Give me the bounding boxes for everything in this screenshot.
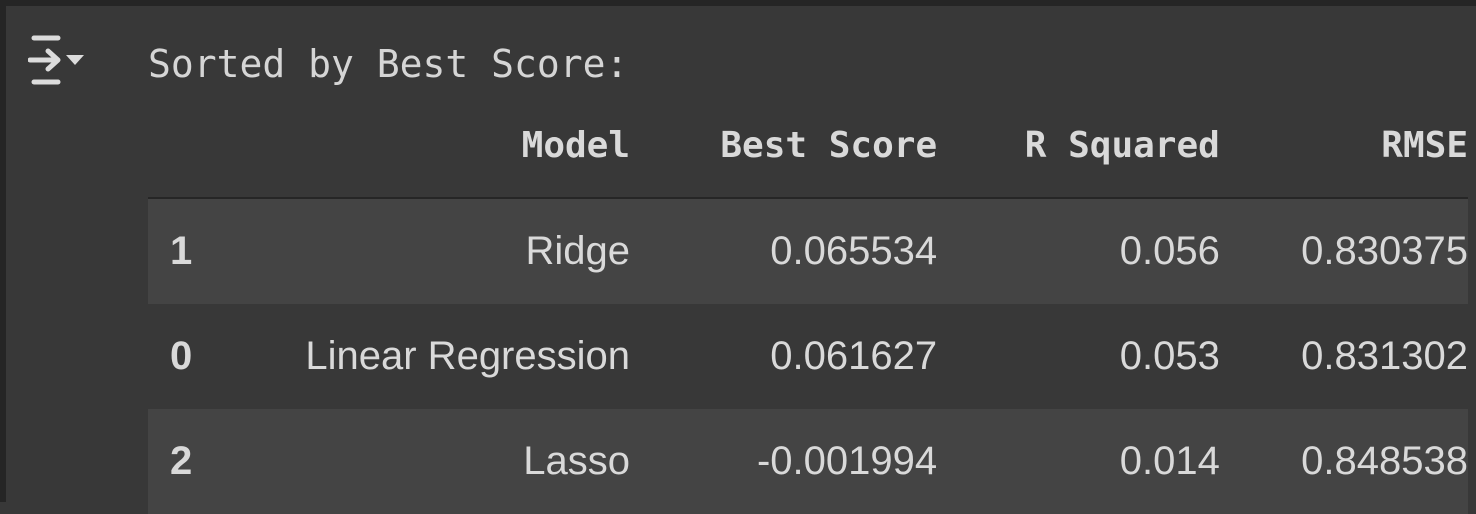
cell-rmse: 0.848538 [1219,409,1468,514]
cell-best-score: 0.065534 [630,198,938,304]
cell-r-squared: 0.053 [937,304,1220,409]
cell-best-score: 0.061627 [630,304,938,409]
table-row: 2 Lasso -0.001994 0.014 0.848538 [148,409,1468,514]
column-header-best-score: Best Score [630,94,938,199]
column-header-index [148,94,240,199]
cell-rmse: 0.830375 [1219,198,1468,304]
output-heading: Sorted by Best Score: [148,42,629,86]
cell-model: Ridge [239,198,631,304]
column-header-r-squared: R Squared [937,94,1220,199]
cell-r-squared: 0.056 [937,198,1220,304]
cell-r-squared: 0.014 [937,409,1220,514]
cell-best-score: -0.001994 [630,409,938,514]
output-collapse-icon[interactable] [28,32,100,92]
cell-model: Linear Regression [239,304,631,409]
column-header-model: Model [239,94,631,199]
cell-model: Lasso [239,409,631,514]
table-header-row: Model Best Score R Squared RMSE [148,94,1468,199]
column-header-rmse: RMSE [1219,94,1468,199]
row-index: 1 [148,198,240,304]
table-row: 1 Ridge 0.065534 0.056 0.830375 [148,198,1468,304]
results-table: Model Best Score R Squared RMSE 1 Ridge … [148,94,1468,514]
row-index: 2 [148,409,240,514]
table-row: 0 Linear Regression 0.061627 0.053 0.831… [148,304,1468,409]
cell-rmse: 0.831302 [1219,304,1468,409]
row-index: 0 [148,304,240,409]
